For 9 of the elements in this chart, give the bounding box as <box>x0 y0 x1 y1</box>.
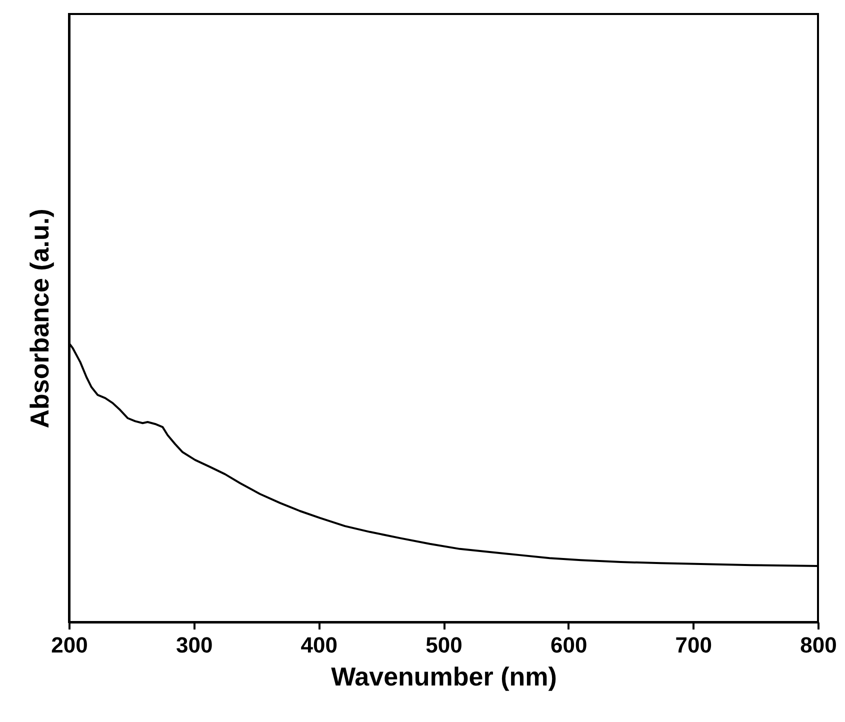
x-tick-label: 400 <box>300 632 338 658</box>
x-tick-label: 500 <box>426 632 462 658</box>
x-tick-label: 200 <box>51 632 88 658</box>
x-tick-label: 800 <box>800 632 837 658</box>
x-tick-label: 600 <box>550 632 588 658</box>
x-axis-title: Wavenumber (nm) <box>331 662 557 692</box>
y-axis-title: Absorbance (a.u.) <box>24 208 54 428</box>
x-tick-label: 700 <box>675 632 712 658</box>
x-tick-label: 300 <box>176 632 213 658</box>
